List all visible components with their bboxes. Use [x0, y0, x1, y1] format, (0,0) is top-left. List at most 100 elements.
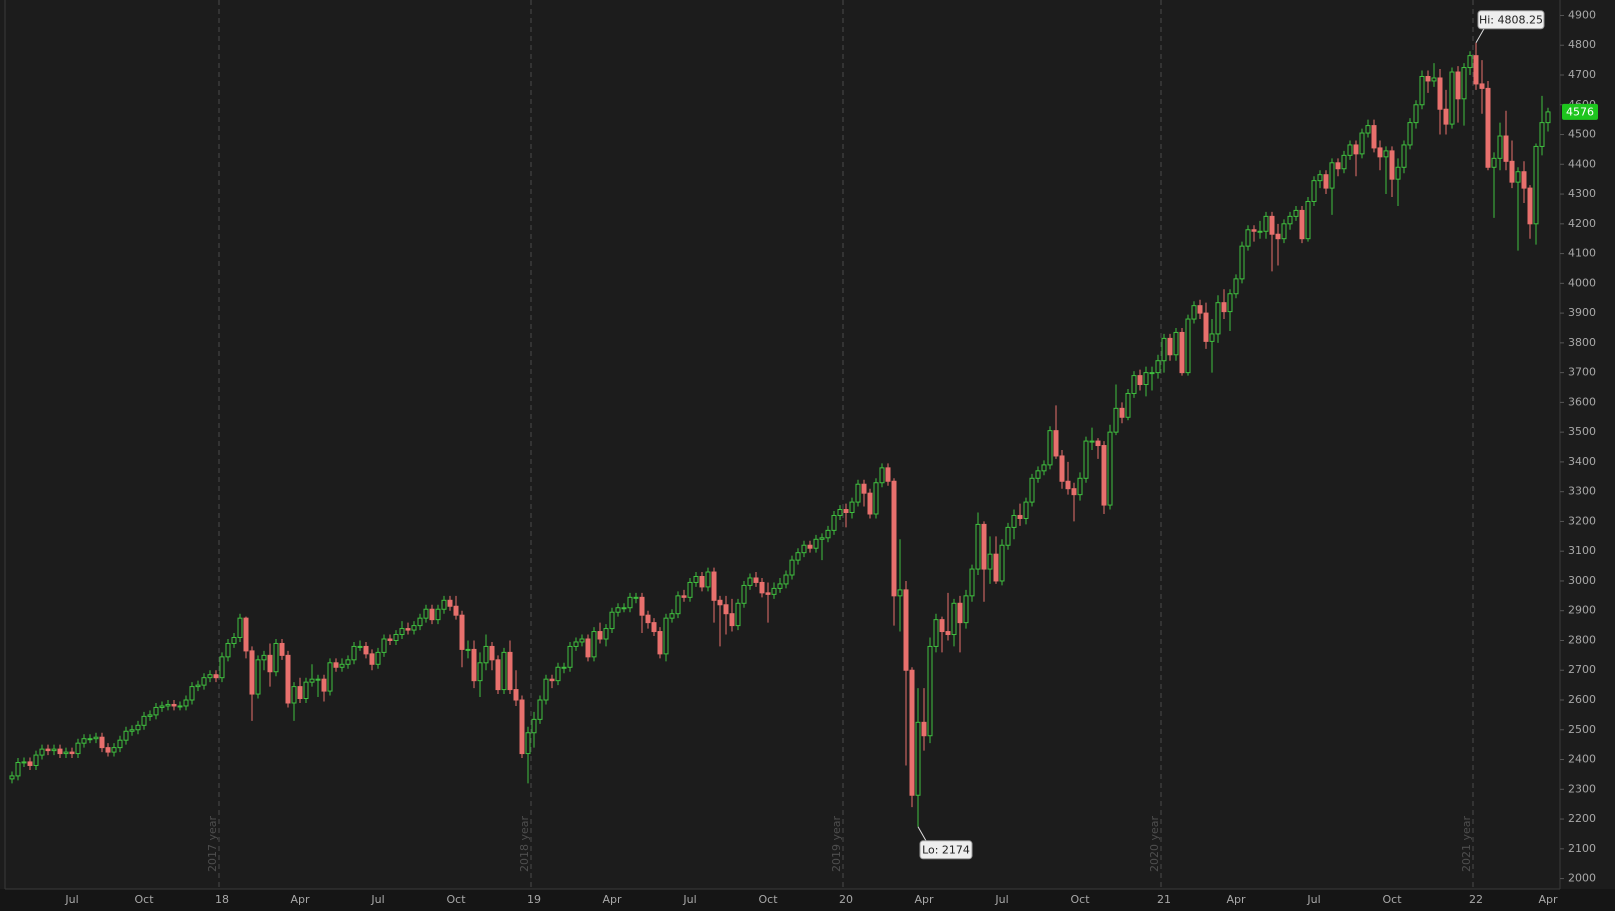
candle-body — [1203, 312, 1209, 342]
candle-body — [453, 605, 459, 616]
candle-body — [1077, 477, 1083, 496]
candle-body — [537, 699, 543, 720]
low-annotation-pointer — [917, 826, 927, 842]
candle-body — [657, 631, 663, 655]
candle-body — [255, 659, 261, 695]
candle-body — [1443, 108, 1449, 125]
candle-body — [249, 650, 255, 695]
candle-body — [1275, 233, 1281, 240]
candle-body — [585, 638, 591, 658]
y-tick-label: 4800 — [1568, 38, 1596, 51]
candle-body — [1479, 83, 1485, 89]
candle-body — [1161, 337, 1167, 362]
candle-body — [747, 577, 753, 586]
candle-body — [429, 608, 435, 621]
candle-body — [1005, 526, 1011, 546]
candle-body — [315, 678, 321, 681]
candle-body — [825, 529, 831, 539]
candle-body — [273, 642, 279, 673]
y-tick-label: 2400 — [1568, 753, 1596, 766]
high-annotation-text: Hi: 4808.25 — [1479, 13, 1543, 26]
candle-body — [423, 608, 429, 619]
candle-body — [915, 721, 921, 796]
candle-body — [951, 602, 957, 636]
candle-body — [693, 575, 699, 583]
candle-body — [135, 724, 141, 731]
candle-body — [435, 608, 441, 621]
candle-body — [93, 736, 99, 740]
y-tick-label: 2500 — [1568, 723, 1596, 736]
candle-body — [1461, 67, 1467, 100]
y-tick-label: 3200 — [1568, 514, 1596, 527]
candle-body — [735, 602, 741, 627]
candle-body — [129, 729, 135, 732]
candle-body — [33, 754, 39, 766]
candle-body — [711, 571, 717, 601]
candle-body — [261, 654, 267, 661]
candle-body — [363, 645, 369, 655]
candle-body — [1239, 245, 1245, 280]
candle-body — [75, 742, 81, 755]
candle-body — [561, 666, 567, 669]
low-annotation: Lo: 2174 — [917, 826, 973, 860]
candle-body — [1269, 215, 1275, 235]
candle-body — [1455, 71, 1461, 100]
candle-body — [789, 559, 795, 576]
candle-body — [69, 751, 75, 755]
candle-body — [1437, 77, 1443, 110]
candle-body — [63, 751, 69, 755]
x-tick-label: Oct — [134, 893, 154, 906]
candle-body — [1233, 278, 1239, 295]
y-tick-label: 3400 — [1568, 455, 1596, 468]
x-tick-label: Jul — [64, 893, 78, 906]
candle-body — [879, 467, 885, 484]
candle-body — [1065, 480, 1071, 490]
candle-body — [921, 721, 927, 737]
candle-body — [1377, 147, 1383, 158]
candle-body — [375, 651, 381, 665]
candle-body — [1425, 75, 1431, 82]
candle-body — [489, 645, 495, 661]
low-annotation-box — [919, 840, 973, 860]
candle-body — [1287, 215, 1293, 225]
y-tick-label: 2700 — [1568, 663, 1596, 676]
candle-body — [279, 642, 285, 656]
candle-body — [1143, 372, 1149, 386]
candle-body — [1155, 360, 1161, 374]
candle-body — [681, 595, 687, 598]
candle-body — [345, 659, 351, 665]
candle-body — [897, 589, 903, 597]
candle-body — [189, 686, 195, 701]
candle-body — [1053, 430, 1059, 457]
x-tick-label: 18 — [215, 893, 229, 906]
candle-body — [1089, 440, 1095, 443]
candle-body — [939, 619, 945, 633]
candle-body — [465, 648, 471, 651]
candle-body — [1125, 392, 1131, 418]
year-label: 2021 year — [1460, 815, 1473, 872]
candle-body — [837, 509, 843, 516]
x-tick-label: 22 — [1469, 893, 1483, 906]
candle-body — [21, 761, 27, 764]
candle-body — [981, 523, 987, 570]
last-price-label: 4576 — [1566, 105, 1594, 118]
candle-body — [777, 583, 783, 589]
candle-body — [483, 645, 489, 664]
x-tick-label: Apr — [602, 893, 622, 906]
candle-body — [1539, 122, 1545, 147]
candle-body — [105, 747, 111, 753]
x-tick-label: Jul — [682, 893, 696, 906]
y-tick-label: 3800 — [1568, 336, 1596, 349]
candle-body — [831, 514, 837, 531]
candle-body — [1041, 464, 1047, 472]
candle-body — [1383, 150, 1389, 158]
candle-body — [147, 714, 153, 717]
y-tick-label: 3000 — [1568, 574, 1596, 587]
candle-body — [297, 686, 303, 700]
candle-body — [525, 732, 531, 755]
candle-body — [1197, 305, 1203, 314]
candle-body — [531, 718, 537, 734]
candle-body — [1167, 337, 1173, 356]
y-tick-label: 4100 — [1568, 247, 1596, 260]
x-tick-label: Apr — [1538, 893, 1558, 906]
